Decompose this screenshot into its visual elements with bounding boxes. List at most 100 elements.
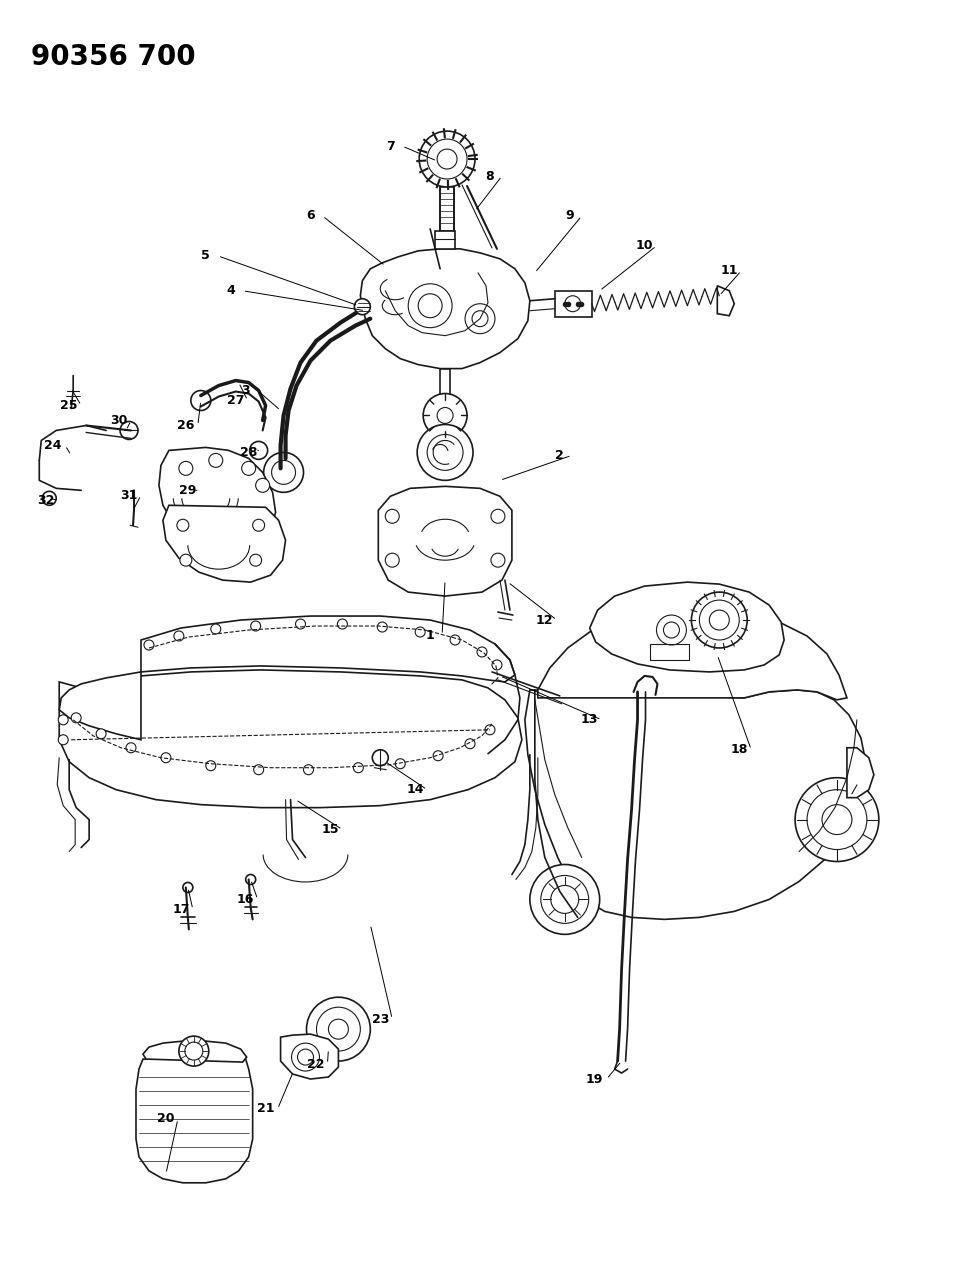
Text: 4: 4: [227, 284, 235, 297]
Circle shape: [211, 623, 221, 634]
Circle shape: [250, 555, 262, 566]
Circle shape: [255, 478, 270, 492]
Polygon shape: [525, 690, 867, 919]
Text: 15: 15: [322, 824, 339, 836]
Circle shape: [42, 491, 57, 505]
Text: 90356 700: 90356 700: [32, 43, 196, 71]
Circle shape: [179, 462, 193, 476]
Circle shape: [420, 131, 475, 187]
Text: 2: 2: [556, 449, 564, 462]
Polygon shape: [60, 669, 522, 807]
Circle shape: [433, 751, 444, 761]
Polygon shape: [280, 1034, 339, 1079]
Circle shape: [337, 620, 348, 629]
Polygon shape: [360, 249, 530, 368]
Circle shape: [71, 713, 82, 723]
Circle shape: [385, 553, 399, 567]
Text: 30: 30: [110, 414, 128, 427]
Polygon shape: [143, 1042, 247, 1062]
Polygon shape: [159, 448, 276, 548]
Text: 5: 5: [202, 250, 210, 263]
Polygon shape: [847, 747, 874, 798]
Text: 12: 12: [536, 613, 554, 626]
Circle shape: [205, 761, 216, 770]
Circle shape: [423, 394, 467, 437]
Circle shape: [246, 875, 255, 885]
Polygon shape: [60, 616, 515, 739]
Circle shape: [208, 454, 223, 468]
Text: 20: 20: [157, 1113, 175, 1126]
Circle shape: [437, 149, 457, 170]
Text: 23: 23: [372, 1012, 389, 1025]
Polygon shape: [440, 187, 454, 231]
Circle shape: [450, 635, 460, 645]
Circle shape: [691, 592, 747, 648]
Circle shape: [657, 615, 686, 645]
Circle shape: [179, 1037, 208, 1066]
Polygon shape: [440, 368, 450, 399]
Text: 6: 6: [306, 209, 315, 222]
Circle shape: [264, 453, 303, 492]
Text: 14: 14: [406, 783, 424, 796]
Text: 28: 28: [240, 446, 257, 459]
Circle shape: [491, 509, 505, 523]
Circle shape: [59, 715, 68, 724]
Circle shape: [191, 390, 211, 411]
Text: 27: 27: [227, 394, 245, 407]
Circle shape: [161, 752, 171, 762]
Text: 22: 22: [307, 1057, 324, 1071]
Circle shape: [377, 622, 387, 632]
Text: 13: 13: [581, 713, 598, 727]
Circle shape: [252, 519, 265, 532]
Polygon shape: [136, 1060, 252, 1183]
Circle shape: [96, 729, 107, 738]
Polygon shape: [555, 291, 591, 316]
Circle shape: [250, 441, 268, 459]
Text: 24: 24: [44, 439, 62, 451]
Circle shape: [372, 750, 388, 766]
Circle shape: [465, 303, 495, 334]
Circle shape: [253, 765, 264, 775]
Text: 3: 3: [241, 384, 250, 397]
Circle shape: [242, 462, 255, 476]
Circle shape: [59, 734, 68, 745]
Text: 26: 26: [178, 419, 195, 432]
Circle shape: [174, 631, 184, 641]
Text: 16: 16: [237, 892, 254, 907]
Circle shape: [485, 724, 495, 734]
Circle shape: [418, 425, 473, 481]
Circle shape: [822, 805, 852, 835]
Circle shape: [306, 997, 371, 1061]
Circle shape: [328, 1019, 348, 1039]
Circle shape: [415, 627, 425, 638]
Circle shape: [491, 553, 505, 567]
Circle shape: [465, 738, 475, 748]
Text: 11: 11: [721, 264, 738, 277]
Circle shape: [709, 609, 730, 630]
Text: 19: 19: [586, 1072, 603, 1085]
Circle shape: [353, 762, 363, 773]
Text: 10: 10: [636, 240, 653, 252]
Polygon shape: [378, 486, 512, 597]
Text: 17: 17: [172, 903, 190, 915]
Circle shape: [385, 509, 399, 523]
Polygon shape: [435, 231, 455, 249]
Circle shape: [795, 778, 878, 862]
Circle shape: [396, 759, 405, 769]
Circle shape: [251, 621, 260, 631]
Polygon shape: [163, 505, 285, 583]
Circle shape: [354, 298, 371, 315]
Circle shape: [126, 743, 136, 752]
Circle shape: [477, 646, 487, 657]
Text: 21: 21: [257, 1103, 275, 1116]
Circle shape: [120, 422, 138, 440]
Polygon shape: [589, 583, 784, 672]
Text: 9: 9: [565, 209, 574, 222]
Circle shape: [296, 620, 305, 629]
Text: 31: 31: [120, 488, 137, 502]
Text: 7: 7: [386, 139, 395, 153]
Circle shape: [180, 555, 192, 566]
Circle shape: [303, 765, 314, 775]
Circle shape: [492, 660, 502, 669]
Circle shape: [144, 640, 154, 650]
